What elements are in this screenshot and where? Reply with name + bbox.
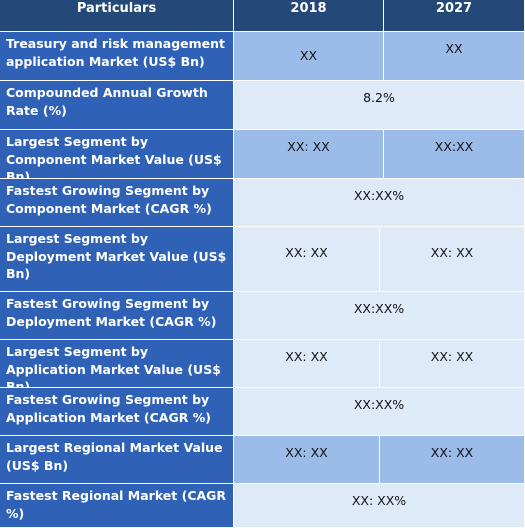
row-value-2027: XX: XX [380, 227, 525, 292]
row-value-2027: XX [384, 32, 525, 81]
row-label: Fastest Growing Segment by Application M… [0, 388, 234, 436]
row-label: Largest Regional Market Value (US$ Bn) [0, 436, 234, 484]
row-label: Treasury and risk management application… [0, 32, 234, 81]
row-label: Largest Segment by Deployment Market Val… [0, 227, 234, 292]
row-value-2018: XX [234, 32, 384, 81]
row-value-merged: XX:XX% [234, 388, 525, 436]
row-value-2027: XX:XX [384, 130, 525, 179]
row-label: Compounded Annual Growth Rate (%) [0, 81, 234, 130]
row-value-2027: XX: XX [380, 436, 525, 484]
row-value-merged: XX:XX% [234, 179, 525, 227]
row-label: Largest Segment by Component Market Valu… [0, 130, 234, 184]
header-2027: 2027 [384, 0, 525, 32]
header-2018: 2018 [234, 0, 384, 32]
row-value-merged: XX: XX% [234, 484, 525, 528]
row-label: Fastest Growing Segment by Component Mar… [0, 179, 234, 227]
row-value-merged: XX:XX% [234, 292, 525, 340]
row-value-2018: XX: XX [234, 340, 380, 388]
row-label: Fastest Regional Market (CAGR %) [0, 484, 234, 528]
row-value-2018: XX: XX [234, 130, 384, 179]
row-label: Largest Segment by Application Market Va… [0, 340, 234, 394]
row-value-2018: XX: XX [234, 436, 380, 484]
header-particulars: Particulars [0, 0, 234, 32]
row-value-merged: 8.2% [234, 81, 525, 130]
row-label: Fastest Growing Segment by Deployment Ma… [0, 292, 234, 340]
row-value-2027: XX: XX [380, 340, 525, 388]
row-value-2018: XX: XX [234, 227, 380, 292]
